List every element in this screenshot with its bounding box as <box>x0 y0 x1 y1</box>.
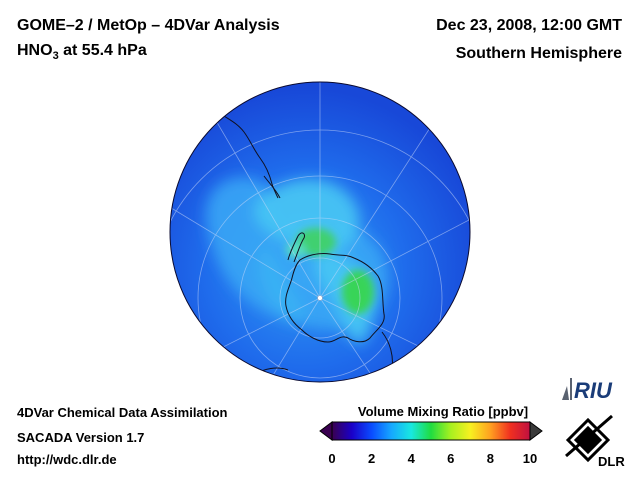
colorbar-title: Volume Mixing Ratio [ppbv] <box>357 404 529 419</box>
riu-logo: RIU <box>562 378 613 403</box>
species-level-title: HNO3 at 55.4 hPa <box>17 42 147 62</box>
dlr-emblem-icon <box>565 414 613 463</box>
dlr-logo-text: DLR <box>598 454 625 469</box>
globe-outline <box>169 81 471 383</box>
colorbar-tick: 6 <box>447 451 455 466</box>
colorbar-tick: 0 <box>328 451 336 466</box>
coastlines <box>223 115 393 377</box>
map-title: GOME–2 / MetOp – 4DVar Analysis <box>17 17 280 34</box>
colorbar-low-arrow <box>319 421 333 441</box>
globe-map <box>169 81 471 383</box>
pressure-level: at 55.4 hPa <box>58 42 147 59</box>
high-values <box>286 228 374 314</box>
antarctica-coast <box>285 253 385 343</box>
antarctic-peninsula-coast <box>287 232 305 263</box>
graticule <box>170 82 470 382</box>
south-pole-marker <box>317 295 323 301</box>
colorbar-tick: 8 <box>486 451 494 466</box>
tierra-del-fuego-coast <box>263 175 281 199</box>
colorbar-tick: 10 <box>522 451 538 466</box>
colorbar-high-arrow <box>529 421 543 441</box>
colorbar-tick: 2 <box>367 451 376 466</box>
footer-line-2: SACADA Version 1.7 <box>17 430 145 445</box>
colorbar <box>319 421 543 441</box>
species-name: HNO <box>17 42 53 59</box>
riu-logo-text: RIU <box>574 378 613 403</box>
hemisphere-label: Southern Hemisphere <box>455 45 622 62</box>
footer-url: http://wdc.dlr.de <box>17 452 117 467</box>
footer-line-1: 4DVar Chemical Data Assimilation <box>17 405 228 420</box>
colorbar-tick: 4 <box>407 451 415 466</box>
analysis-date: Dec 23, 2008, 12:00 GMT <box>436 17 622 34</box>
species-subscript: 3 <box>52 50 59 63</box>
dlr-logo: DLR <box>565 414 625 469</box>
colorbar-ramp <box>331 421 531 441</box>
